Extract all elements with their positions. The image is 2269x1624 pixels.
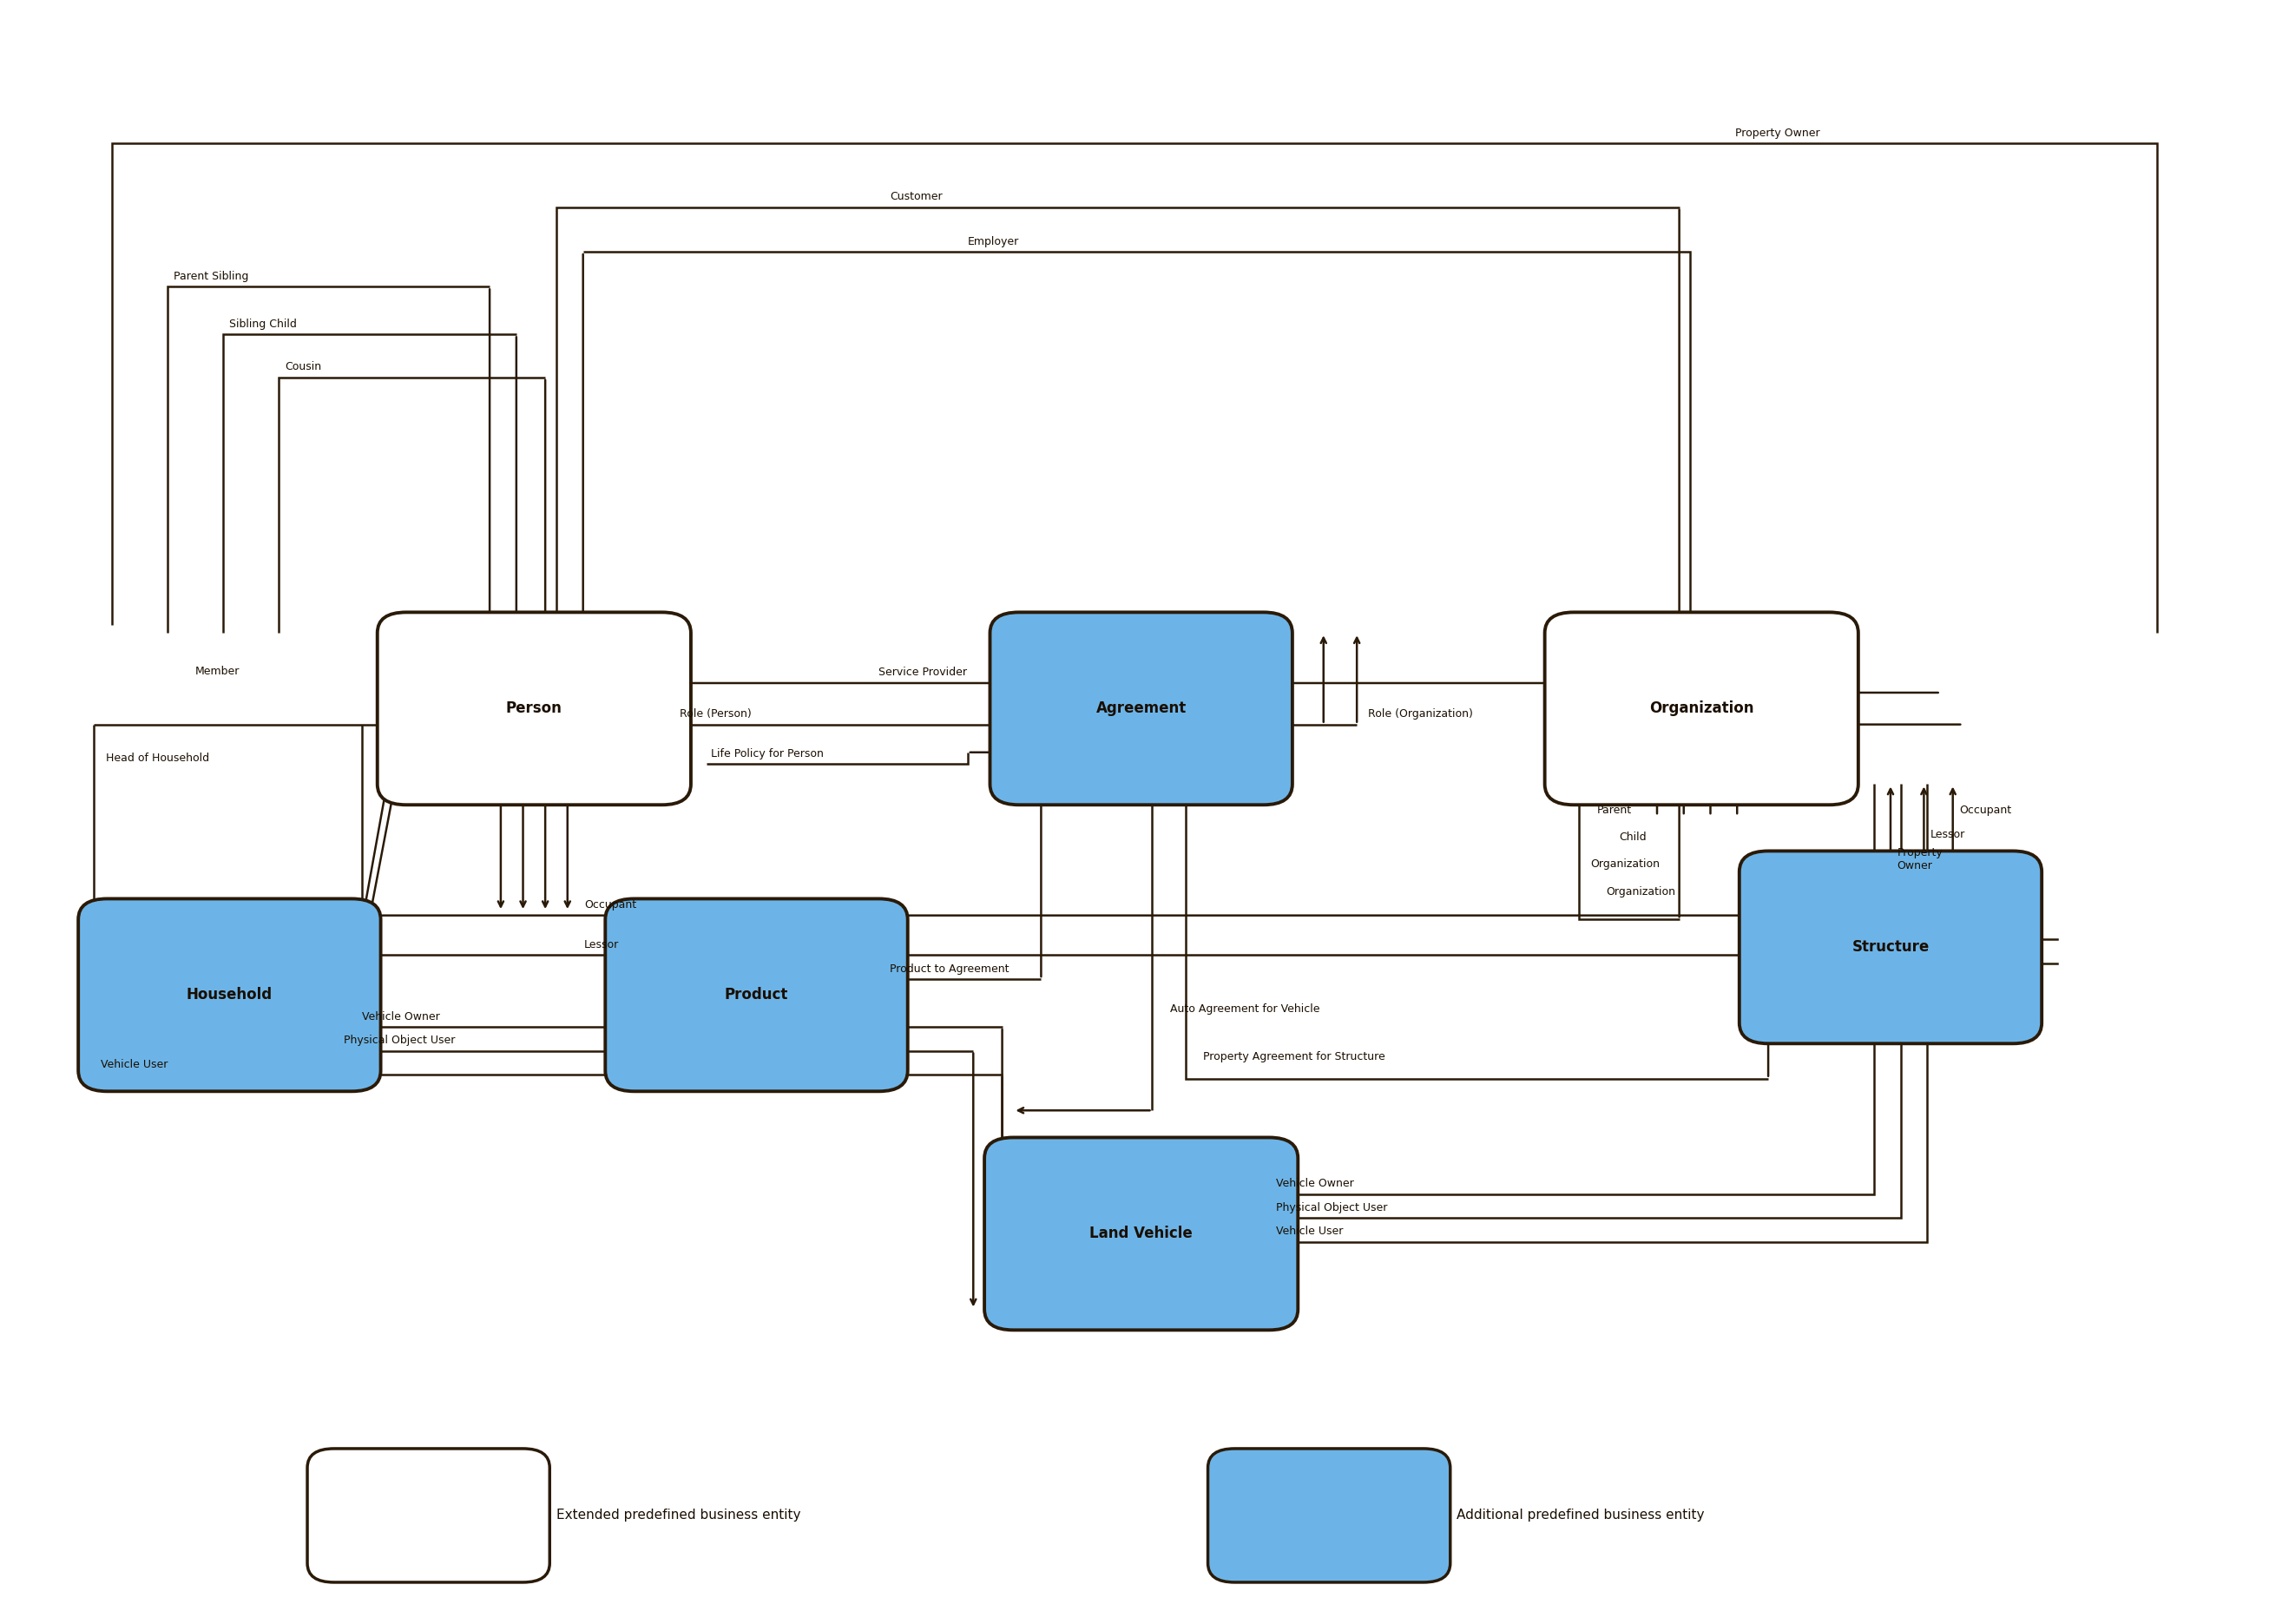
Text: Vehicle Owner: Vehicle Owner — [1275, 1177, 1355, 1189]
Text: Role (Organization): Role (Organization) — [1368, 708, 1473, 719]
FancyBboxPatch shape — [606, 898, 908, 1091]
FancyBboxPatch shape — [1740, 851, 2042, 1044]
Text: Vehicle User: Vehicle User — [1275, 1226, 1343, 1237]
Text: Occupant: Occupant — [1960, 806, 2013, 815]
Text: Property Owner: Property Owner — [1736, 128, 1820, 138]
Text: Land Vehicle: Land Vehicle — [1089, 1226, 1193, 1242]
FancyBboxPatch shape — [77, 898, 381, 1091]
Text: Child: Child — [1620, 831, 1647, 843]
Text: Parent: Parent — [1597, 806, 1631, 815]
Text: Structure: Structure — [1852, 939, 1929, 955]
Text: Employer: Employer — [969, 235, 1019, 247]
Text: Cousin: Cousin — [286, 362, 322, 374]
FancyBboxPatch shape — [306, 1449, 549, 1582]
Text: Organization: Organization — [1591, 859, 1661, 870]
Text: Occupant: Occupant — [583, 900, 635, 911]
Text: Property Agreement for Structure: Property Agreement for Structure — [1203, 1051, 1386, 1062]
Text: Physical Object User: Physical Object User — [345, 1034, 456, 1046]
Text: Household: Household — [186, 987, 272, 1004]
Text: Organization: Organization — [1650, 700, 1754, 716]
Text: Sibling Child: Sibling Child — [229, 318, 297, 330]
Text: Parent Sibling: Parent Sibling — [175, 271, 250, 283]
Text: Organization: Organization — [1606, 885, 1675, 896]
Text: Agreement: Agreement — [1096, 700, 1187, 716]
Text: Auto Agreement for Vehicle: Auto Agreement for Vehicle — [1171, 1004, 1321, 1015]
Text: Member: Member — [195, 666, 241, 677]
Text: Role (Person): Role (Person) — [681, 708, 751, 719]
Text: Additional predefined business entity: Additional predefined business entity — [1457, 1509, 1704, 1522]
Text: Lessor: Lessor — [1931, 828, 1965, 840]
Text: Vehicle Owner: Vehicle Owner — [361, 1010, 440, 1021]
Text: Lessor: Lessor — [583, 939, 619, 950]
Text: Life Policy for Person: Life Policy for Person — [710, 749, 824, 760]
Text: Property
Owner: Property Owner — [1897, 848, 1942, 872]
FancyBboxPatch shape — [1545, 612, 1858, 806]
Text: Customer: Customer — [889, 192, 942, 203]
Text: Vehicle User: Vehicle User — [100, 1059, 168, 1070]
Text: Product to Agreement: Product to Agreement — [889, 963, 1010, 974]
Text: Physical Object User: Physical Object User — [1275, 1202, 1386, 1213]
Text: Person: Person — [506, 700, 563, 716]
FancyBboxPatch shape — [989, 612, 1293, 806]
Text: Service Provider: Service Provider — [878, 667, 967, 679]
Text: Extended predefined business entity: Extended predefined business entity — [556, 1509, 801, 1522]
FancyBboxPatch shape — [377, 612, 690, 806]
FancyBboxPatch shape — [1207, 1449, 1450, 1582]
Text: Head of Household: Head of Household — [107, 754, 209, 765]
FancyBboxPatch shape — [985, 1137, 1298, 1330]
Text: Product: Product — [724, 987, 787, 1004]
